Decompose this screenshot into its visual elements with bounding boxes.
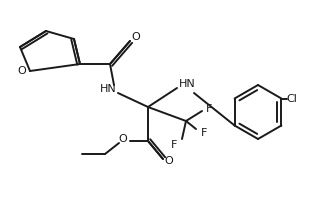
Text: O: O (119, 134, 128, 144)
Text: Cl: Cl (286, 94, 297, 104)
Text: HN: HN (100, 84, 116, 94)
Text: O: O (165, 156, 173, 166)
Text: F: F (206, 104, 212, 114)
Text: O: O (132, 32, 141, 42)
Text: HN: HN (178, 79, 195, 89)
Text: F: F (171, 140, 177, 150)
Text: O: O (18, 66, 26, 76)
Text: F: F (201, 128, 207, 138)
